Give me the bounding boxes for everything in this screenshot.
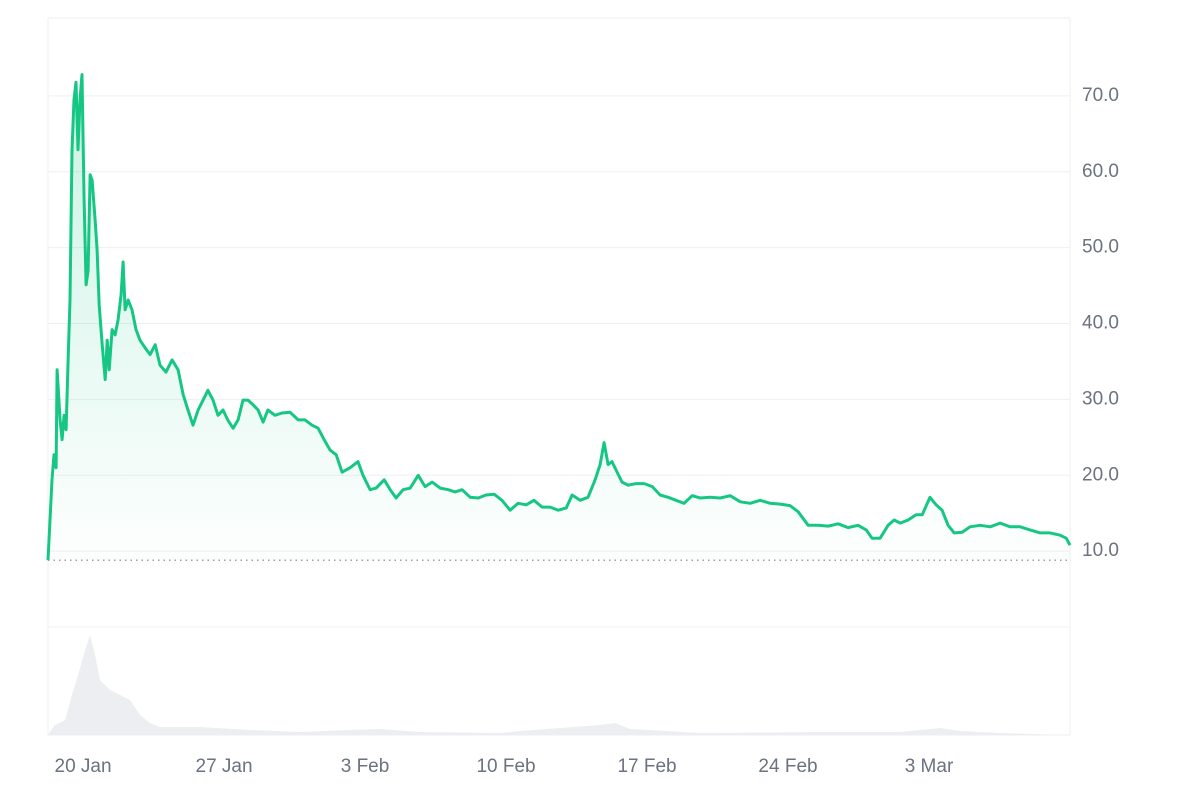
x-tick-label: 3 Mar bbox=[905, 756, 954, 777]
x-tick-label: 17 Feb bbox=[617, 756, 676, 777]
y-tick-label: 10.0 bbox=[1082, 540, 1119, 561]
volume-area bbox=[48, 635, 1070, 735]
y-tick-label: 50.0 bbox=[1082, 237, 1119, 258]
x-tick-label: 10 Feb bbox=[476, 756, 535, 777]
y-tick-label: 20.0 bbox=[1082, 464, 1119, 485]
x-tick-label: 3 Feb bbox=[341, 756, 390, 777]
y-tick-label: 40.0 bbox=[1082, 313, 1119, 334]
y-tick-label: 70.0 bbox=[1082, 85, 1119, 106]
x-tick-label: 20 Jan bbox=[55, 756, 112, 777]
price-line bbox=[46, 73, 1072, 561]
y-tick-label: 30.0 bbox=[1082, 388, 1119, 409]
price-area bbox=[48, 74, 1070, 561]
x-tick-label: 27 Jan bbox=[196, 756, 253, 777]
y-tick-label: 60.0 bbox=[1082, 161, 1119, 182]
x-tick-label: 24 Feb bbox=[758, 756, 817, 777]
